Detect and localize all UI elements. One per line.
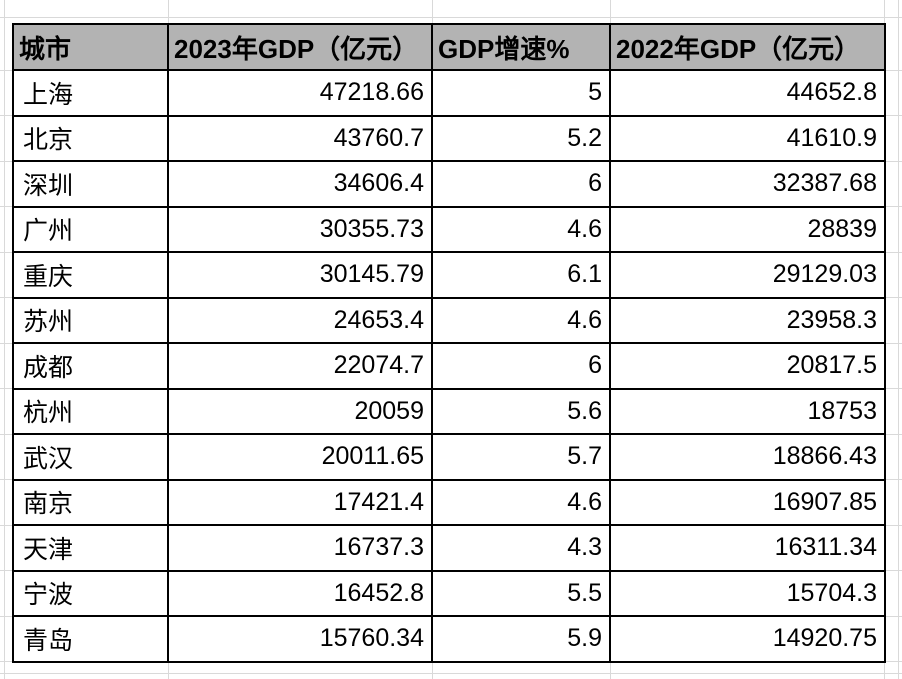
- table-row: 苏州 24653.4 4.6 23958.3: [12, 296, 886, 344]
- cell-gdp-2023[interactable]: 34606.4: [167, 160, 433, 208]
- cell-gdp-2023[interactable]: 24653.4: [167, 296, 433, 344]
- cell-gdp-2022[interactable]: 29129.03: [609, 251, 886, 299]
- cell-city[interactable]: 北京: [12, 114, 169, 162]
- cell-city[interactable]: 宁波: [12, 569, 169, 617]
- table-row: 上海 47218.66 5 44652.8: [12, 69, 886, 117]
- cell-gdp-2022[interactable]: 23958.3: [609, 296, 886, 344]
- cell-gdp-2023[interactable]: 16737.3: [167, 524, 433, 572]
- table-row: 北京 43760.7 5.2 41610.9: [12, 114, 886, 162]
- cell-gdp-2022[interactable]: 18753: [609, 387, 886, 435]
- cell-city[interactable]: 杭州: [12, 387, 169, 435]
- cell-city[interactable]: 广州: [12, 205, 169, 253]
- gdp-table: 城市 2023年GDP（亿元） GDP增速% 2022年GDP（亿元） 上海 4…: [12, 23, 886, 663]
- cell-gdp-2022[interactable]: 28839: [609, 205, 886, 253]
- cell-gdp-2022[interactable]: 20817.5: [609, 342, 886, 390]
- cell-growth[interactable]: 5.9: [431, 615, 611, 663]
- cell-gdp-2023[interactable]: 30145.79: [167, 251, 433, 299]
- column-header-gdp-2022[interactable]: 2022年GDP（亿元）: [609, 23, 886, 71]
- cell-city[interactable]: 重庆: [12, 251, 169, 299]
- cell-gdp-2023[interactable]: 16452.8: [167, 569, 433, 617]
- column-header-growth[interactable]: GDP增速%: [431, 23, 611, 71]
- cell-city[interactable]: 武汉: [12, 433, 169, 481]
- column-header-city[interactable]: 城市: [12, 23, 169, 71]
- cell-growth[interactable]: 5.7: [431, 433, 611, 481]
- gridline-vertical: [898, 0, 899, 679]
- column-header-gdp-2023[interactable]: 2023年GDP（亿元）: [167, 23, 433, 71]
- header-row: 城市 2023年GDP（亿元） GDP增速% 2022年GDP（亿元）: [12, 23, 886, 71]
- cell-gdp-2022[interactable]: 16311.34: [609, 524, 886, 572]
- cell-gdp-2023[interactable]: 47218.66: [167, 69, 433, 117]
- cell-gdp-2022[interactable]: 14920.75: [609, 615, 886, 663]
- cell-growth[interactable]: 4.6: [431, 205, 611, 253]
- cell-growth[interactable]: 5.5: [431, 569, 611, 617]
- cell-city[interactable]: 深圳: [12, 160, 169, 208]
- cell-gdp-2023[interactable]: 17421.4: [167, 478, 433, 526]
- cell-city[interactable]: 青岛: [12, 615, 169, 663]
- cell-city[interactable]: 天津: [12, 524, 169, 572]
- cell-city[interactable]: 苏州: [12, 296, 169, 344]
- cell-growth[interactable]: 6: [431, 342, 611, 390]
- cell-city[interactable]: 上海: [12, 69, 169, 117]
- cell-city[interactable]: 南京: [12, 478, 169, 526]
- cell-gdp-2022[interactable]: 32387.68: [609, 160, 886, 208]
- cell-growth[interactable]: 5.2: [431, 114, 611, 162]
- cell-gdp-2023[interactable]: 20011.65: [167, 433, 433, 481]
- table-row: 重庆 30145.79 6.1 29129.03: [12, 251, 886, 299]
- table-row: 深圳 34606.4 6 32387.68: [12, 160, 886, 208]
- cell-gdp-2022[interactable]: 41610.9: [609, 114, 886, 162]
- cell-city[interactable]: 成都: [12, 342, 169, 390]
- table-row: 天津 16737.3 4.3 16311.34: [12, 524, 886, 572]
- cell-growth[interactable]: 4.6: [431, 478, 611, 526]
- gridline-horizontal: [0, 17, 902, 18]
- cell-gdp-2022[interactable]: 44652.8: [609, 69, 886, 117]
- cell-gdp-2023[interactable]: 15760.34: [167, 615, 433, 663]
- table-row: 南京 17421.4 4.6 16907.85: [12, 478, 886, 526]
- cell-growth[interactable]: 6.1: [431, 251, 611, 299]
- cell-gdp-2023[interactable]: 22074.7: [167, 342, 433, 390]
- gridline-horizontal: [0, 673, 902, 674]
- cell-gdp-2022[interactable]: 15704.3: [609, 569, 886, 617]
- table-row: 成都 22074.7 6 20817.5: [12, 342, 886, 390]
- cell-growth[interactable]: 5: [431, 69, 611, 117]
- table-row: 青岛 15760.34 5.9 14920.75: [12, 615, 886, 663]
- table-row: 广州 30355.73 4.6 28839: [12, 205, 886, 253]
- gridline-vertical: [4, 0, 5, 679]
- table-row: 杭州 20059 5.6 18753: [12, 387, 886, 435]
- cell-growth[interactable]: 4.3: [431, 524, 611, 572]
- cell-gdp-2022[interactable]: 18866.43: [609, 433, 886, 481]
- cell-gdp-2023[interactable]: 43760.7: [167, 114, 433, 162]
- cell-growth[interactable]: 6: [431, 160, 611, 208]
- cell-growth[interactable]: 4.6: [431, 296, 611, 344]
- cell-gdp-2023[interactable]: 30355.73: [167, 205, 433, 253]
- table-row: 宁波 16452.8 5.5 15704.3: [12, 569, 886, 617]
- cell-gdp-2023[interactable]: 20059: [167, 387, 433, 435]
- cell-growth[interactable]: 5.6: [431, 387, 611, 435]
- cell-gdp-2022[interactable]: 16907.85: [609, 478, 886, 526]
- table-row: 武汉 20011.65 5.7 18866.43: [12, 433, 886, 481]
